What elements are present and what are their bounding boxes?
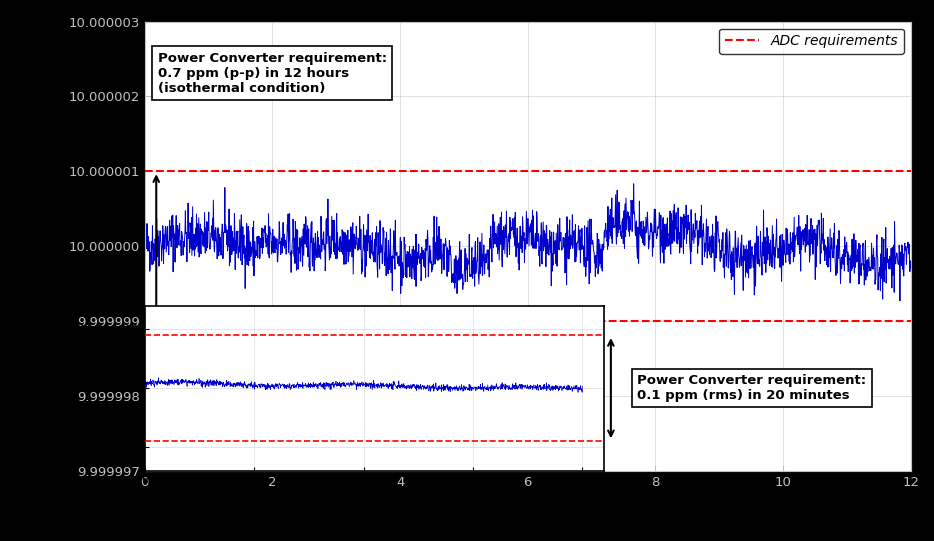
Legend: ADC requirements: ADC requirements (719, 29, 904, 54)
Text: Power Converter requirement:
0.7 ppm (p-p) in 12 hours
(isothermal condition): Power Converter requirement: 0.7 ppm (p-… (158, 51, 387, 95)
X-axis label: Time [minutes]: Time [minutes] (318, 491, 432, 504)
Text: Power Converter requirement:
0.1 ppm (rms) in 20 minutes: Power Converter requirement: 0.1 ppm (rm… (637, 374, 866, 402)
